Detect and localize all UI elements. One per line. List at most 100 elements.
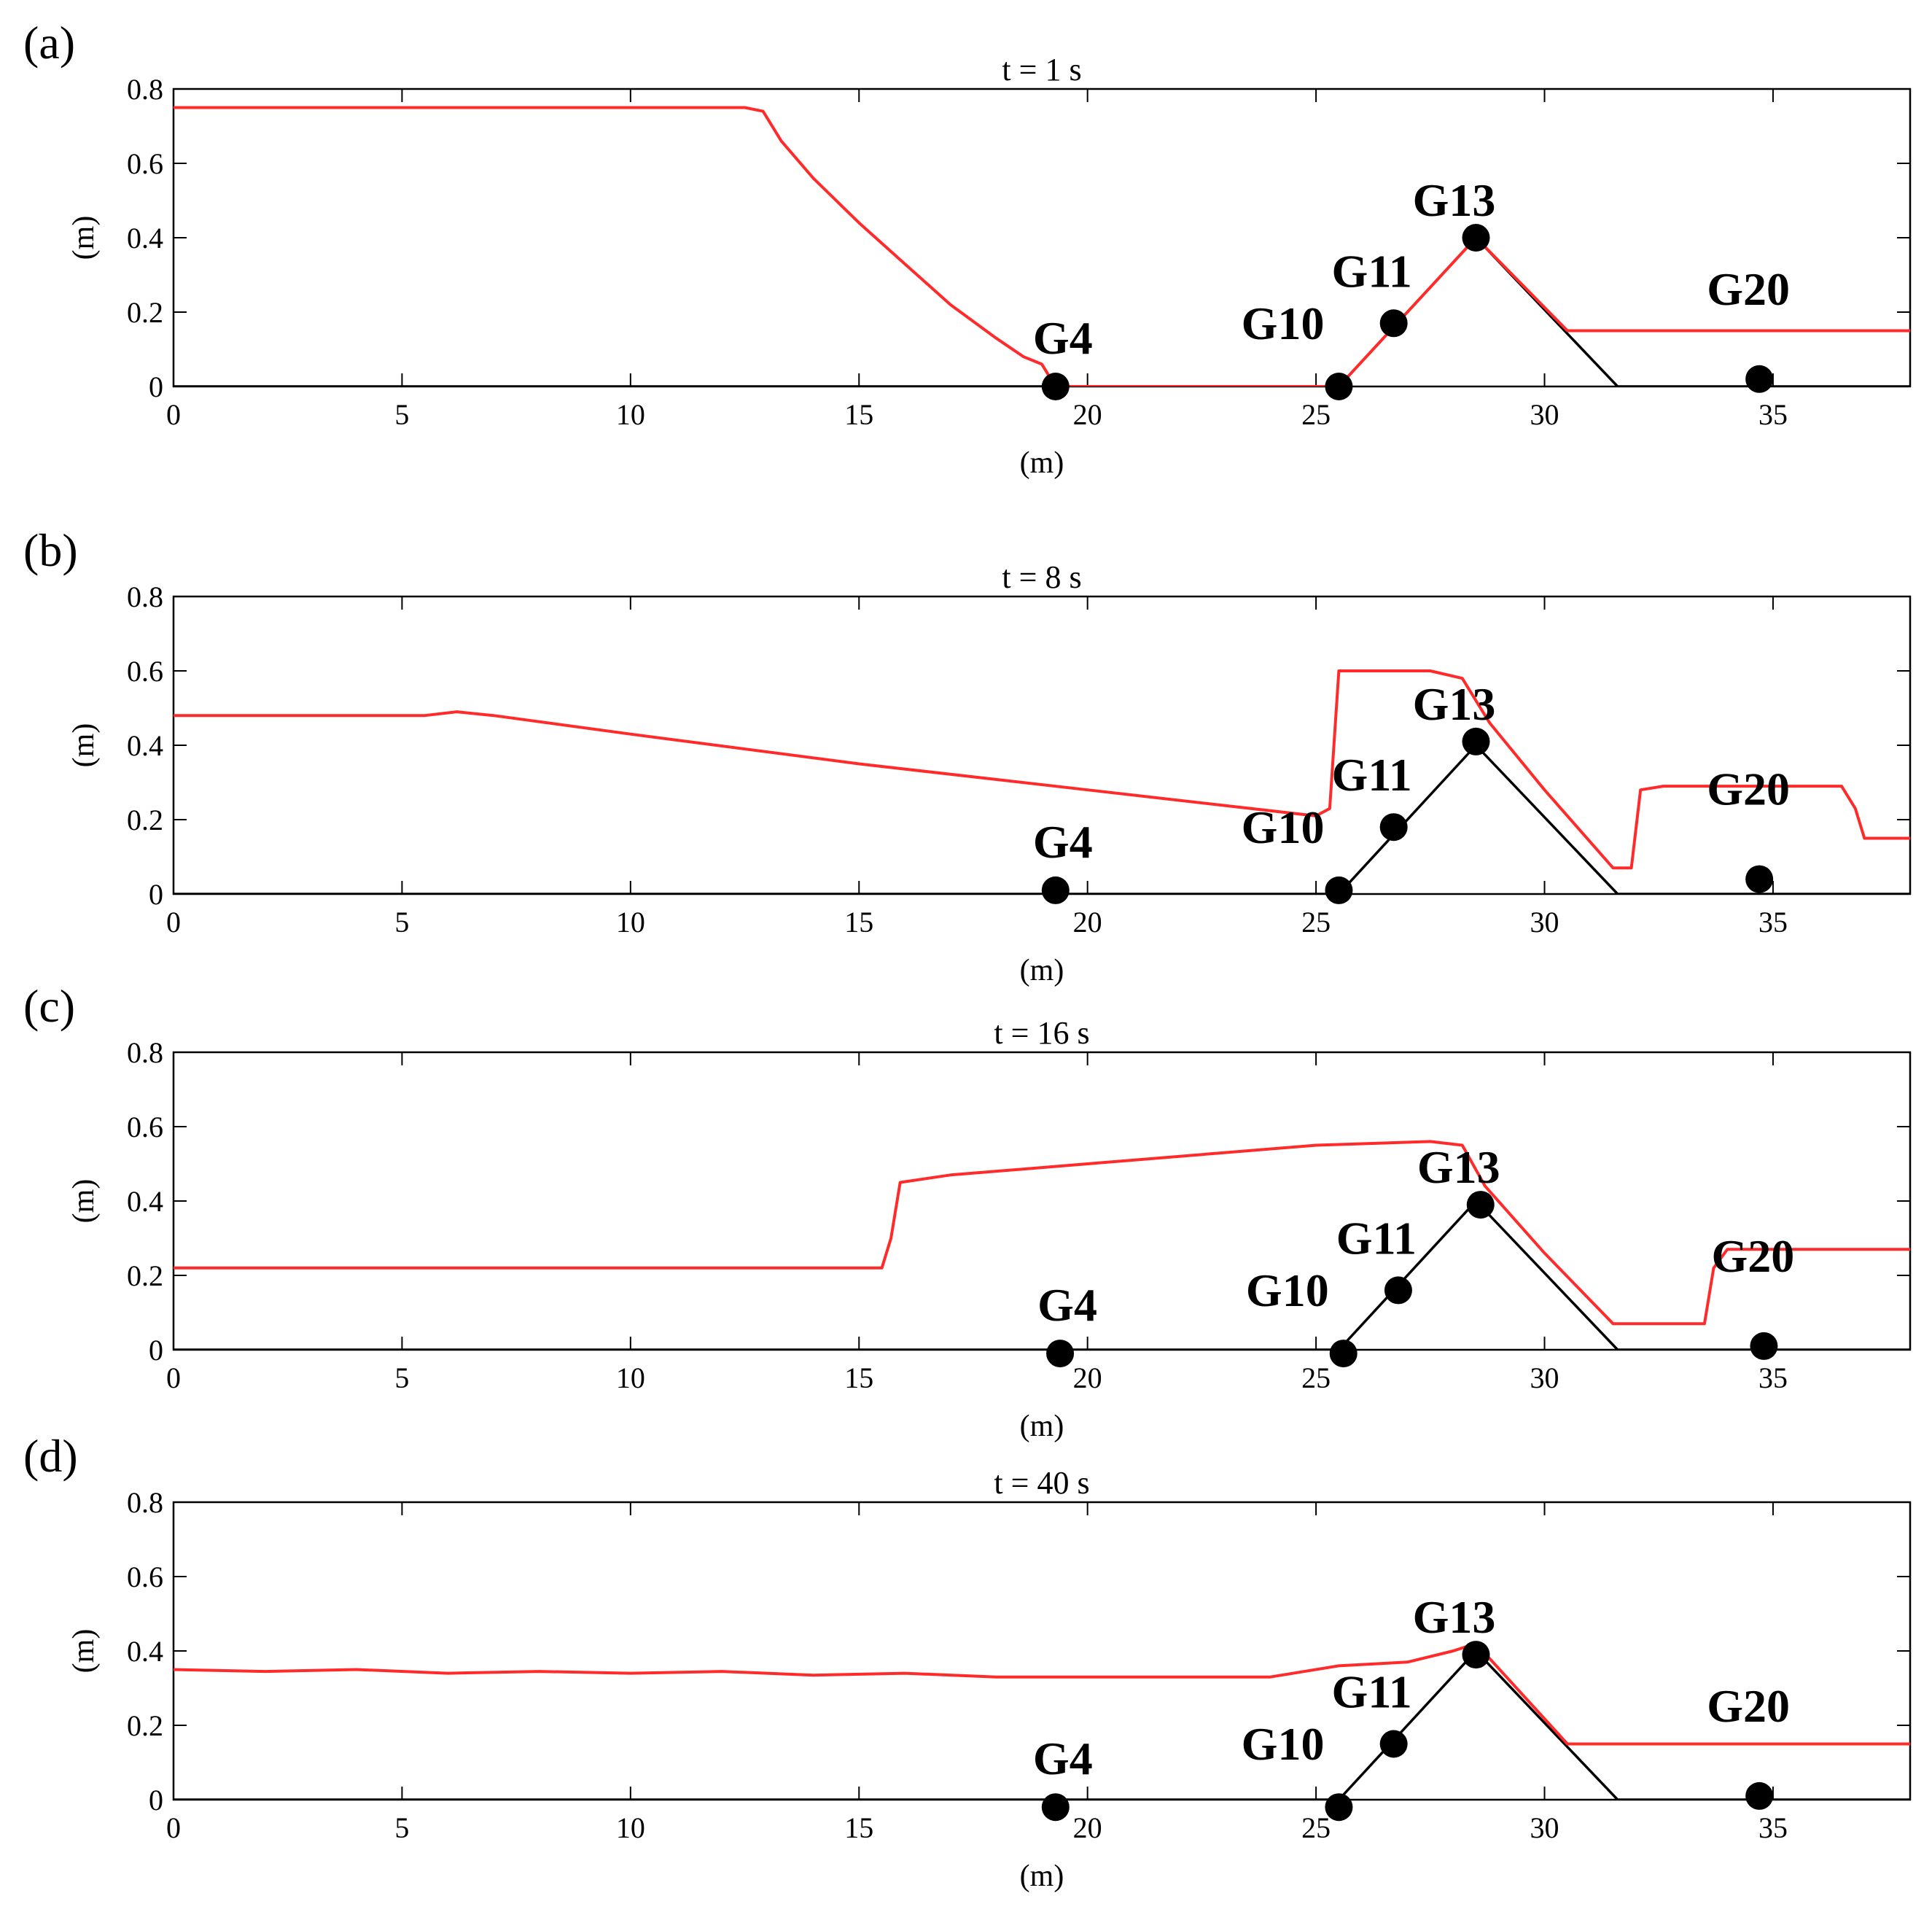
y-tick-label: 0.6 [127, 147, 163, 180]
gauge-marker-g10 [1329, 1340, 1358, 1368]
x-tick-label: 25 [1301, 1361, 1331, 1394]
x-tick-label: 30 [1530, 1361, 1559, 1394]
gauge-label-g20: G20 [1707, 263, 1790, 315]
x-tick-label: 25 [1301, 906, 1331, 938]
x-tick-label: 25 [1301, 398, 1331, 431]
x-axis-label: (m) [1020, 954, 1064, 987]
gauge-label-g11: G11 [1332, 245, 1412, 297]
gauge-label-g20: G20 [1707, 1680, 1790, 1732]
panel-d: 0 5 10 15 20 25 30 35 0 0.2 0.4 0.6 0.8 t = 40 s (m) (m… [23, 1430, 1912, 1893]
x-tick-label: 5 [394, 906, 409, 938]
x-axis-label: (m) [1020, 1410, 1064, 1443]
y-axis-label: (m) [67, 1629, 101, 1674]
x-tick-label: 10 [616, 398, 645, 431]
x-tick-label: 30 [1530, 906, 1559, 938]
y-tick-label: 0.2 [127, 1259, 163, 1292]
plot-title: t = 40 s [994, 1465, 1089, 1501]
y-tick-label: 0.2 [127, 1709, 163, 1742]
x-tick-label: 25 [1301, 1811, 1331, 1844]
x-tick-label: 0 [166, 1811, 181, 1844]
gauge-label-g11: G11 [1332, 749, 1412, 801]
y-tick-label: 0.2 [127, 296, 163, 329]
x-tick-label: 10 [616, 1361, 645, 1394]
plot-title: t = 16 s [994, 1015, 1089, 1051]
x-tick-label: 20 [1073, 906, 1102, 938]
panel-label: (c) [23, 980, 75, 1032]
gauge-label-g11: G11 [1332, 1666, 1412, 1718]
gauge-label-g13: G13 [1413, 174, 1496, 226]
x-tick-label: 0 [166, 398, 181, 431]
x-tick-label: 15 [844, 1811, 873, 1844]
gauge-marker-g4 [1041, 373, 1070, 400]
gauge-label-g10: G10 [1242, 1718, 1325, 1770]
x-tick-label: 15 [844, 398, 873, 431]
gauge-marker-g13 [1462, 224, 1490, 252]
gauge-label-g4: G4 [1033, 816, 1093, 868]
gauge-marker-g11 [1379, 813, 1408, 842]
gauge-marker-g10 [1325, 876, 1353, 904]
y-tick-label: 0.8 [127, 1036, 163, 1069]
x-tick-label: 30 [1530, 398, 1559, 431]
x-tick-label: 20 [1073, 1361, 1102, 1394]
panel-b: 0 5 10 15 20 25 30 35 0 0.2 0.4 0.6 0.8 t = 8 s (m) (m)… [23, 524, 1912, 987]
water-surface-line [174, 1641, 1910, 1746]
y-tick-label: 0 [149, 370, 163, 403]
x-tick-label: 35 [1758, 906, 1788, 938]
gauge-marker-g20 [1750, 1332, 1778, 1360]
panel-label: (d) [23, 1430, 78, 1482]
gauge-label-g13: G13 [1413, 1591, 1496, 1643]
gauge-marker-g13 [1466, 1191, 1495, 1219]
water-surface-line [174, 669, 1910, 870]
y-tick-label: 0.4 [127, 1185, 163, 1218]
gauge-label-g4: G4 [1033, 312, 1093, 364]
gauge-marker-g20 [1745, 365, 1774, 393]
x-tick-label: 0 [166, 1361, 181, 1394]
y-axis-label: (m) [67, 723, 101, 768]
y-tick-label: 0.8 [127, 580, 163, 613]
gauge-marker-g10 [1325, 1793, 1353, 1822]
gauge-label-g10: G10 [1242, 298, 1325, 349]
water-surface-line [174, 1140, 1910, 1326]
gauge-marker-g4 [1041, 876, 1070, 904]
y-axis-label: (m) [67, 1179, 101, 1224]
y-tick-label: 0.8 [127, 1486, 163, 1519]
y-tick-label: 0.4 [127, 729, 163, 762]
gauge-marker-g11 [1379, 1730, 1408, 1758]
gauge-label-g11: G11 [1336, 1212, 1417, 1264]
plot-title: t = 1 s [1002, 52, 1081, 88]
y-tick-label: 0.6 [127, 655, 163, 688]
panel-c: 0 5 10 15 20 25 30 35 0 0.2 0.4 0.6 0.8 t = 16 s (m) (m… [23, 980, 1912, 1443]
gauge-label-g4: G4 [1033, 1733, 1093, 1784]
x-tick-label: 30 [1530, 1811, 1559, 1844]
gauge-marker-g13 [1462, 1641, 1490, 1669]
y-tick-label: 0.6 [127, 1111, 163, 1143]
gauge-label-g13: G13 [1413, 678, 1496, 730]
y-tick-label: 0 [149, 1784, 163, 1816]
x-tick-label: 20 [1073, 398, 1102, 431]
panel-label: (a) [23, 17, 75, 69]
x-tick-label: 5 [394, 1361, 409, 1394]
gauge-label-g20: G20 [1707, 763, 1790, 815]
x-tick-label: 0 [166, 906, 181, 938]
gauge-marker-g20 [1745, 1781, 1774, 1810]
gauge-marker-g11 [1384, 1276, 1412, 1305]
panel-a: 0 5 10 15 20 25 30 35 0 0.2 0.4 0.6 0.8 t = 1 s (m) (m)… [23, 17, 1912, 480]
gauge-marker-g20 [1745, 865, 1774, 893]
x-tick-label: 35 [1758, 1361, 1788, 1394]
gauge-marker-g4 [1046, 1340, 1075, 1368]
water-surface-line [174, 106, 1910, 386]
panel-label: (b) [23, 524, 78, 576]
x-tick-label: 10 [616, 906, 645, 938]
gauge-marker-g4 [1041, 1793, 1070, 1822]
y-tick-label: 0.8 [127, 73, 163, 106]
gauge-marker-g11 [1379, 309, 1408, 338]
gauge-label-g13: G13 [1417, 1141, 1500, 1193]
y-axis-label: (m) [67, 216, 101, 260]
x-axis-label: (m) [1020, 1859, 1064, 1893]
gauge-label-g10: G10 [1242, 801, 1325, 853]
x-tick-label: 20 [1073, 1811, 1102, 1844]
y-tick-label: 0.4 [127, 1635, 163, 1668]
x-tick-label: 5 [394, 1811, 409, 1844]
gauge-label-g10: G10 [1246, 1264, 1329, 1316]
y-tick-label: 0 [149, 878, 163, 911]
